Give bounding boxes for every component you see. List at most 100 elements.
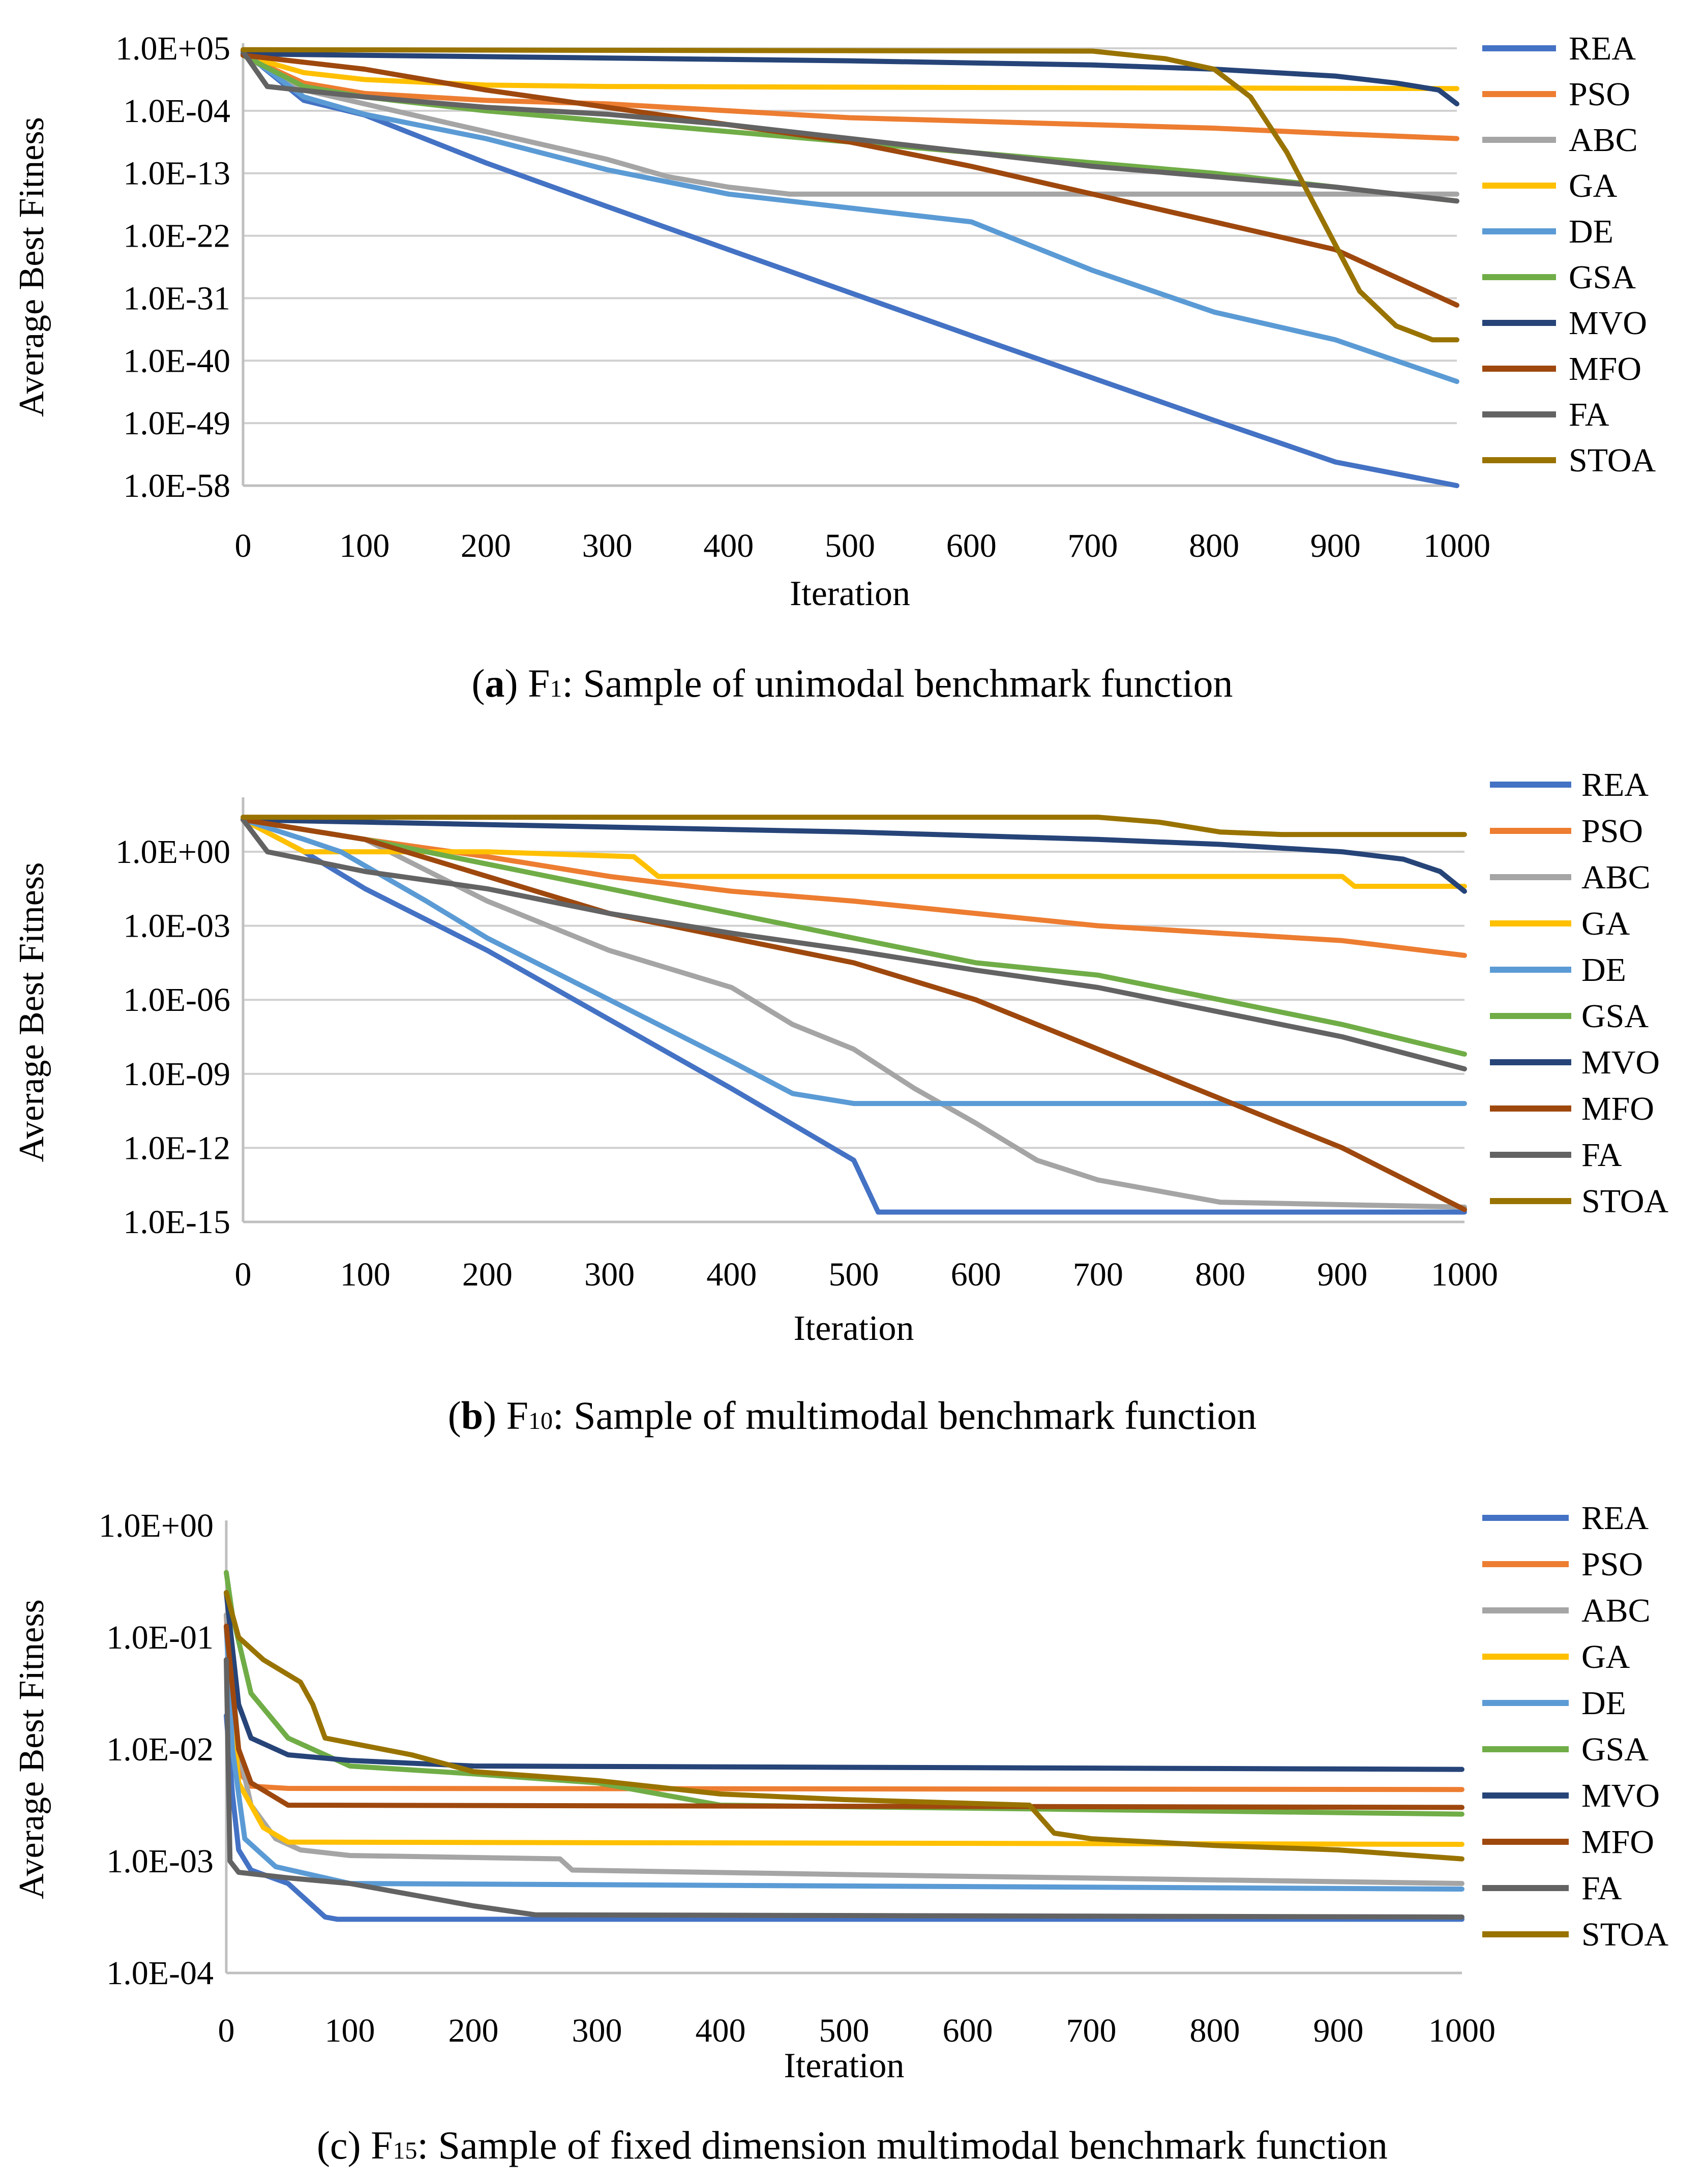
legend-label-mvo: MVO [1569, 305, 1647, 342]
x-tick-label: 1000 [1428, 2012, 1495, 2049]
series-line-de [224, 1624, 1464, 1892]
x-tick-label: 0 [218, 2012, 235, 2049]
legend-label-abc: ABC [1569, 122, 1638, 159]
y-tick-label: 1.0E-06 [123, 981, 230, 1019]
y-axis-title: Average Best Fitness [12, 117, 51, 417]
x-tick-label: 700 [1066, 2012, 1117, 2049]
x-tick-label: 200 [448, 2012, 499, 2049]
series-line-stoa [224, 1590, 1464, 1862]
series-line-mfo [241, 52, 1459, 308]
legend-b: REA PSO ABC GA DE GSA MVO MFO FA STOA [1490, 766, 1668, 1220]
legend-c: REA PSO ABC GA DE GSA MVO MFO FA STOA [1482, 1500, 1668, 1953]
y-tick-label: 1.0E+00 [115, 833, 230, 871]
x-tick-label: 600 [943, 2012, 993, 2049]
x-tick-label: 400 [703, 527, 754, 564]
x-tick-label: 700 [1073, 1256, 1123, 1293]
legend-label-rea: REA [1569, 30, 1636, 67]
legend-label-mvo: MVO [1581, 1044, 1660, 1081]
series-line-mfo [241, 817, 1467, 1212]
legend-label-rea: REA [1581, 766, 1649, 803]
x-tick-label: 800 [1195, 1256, 1245, 1293]
series-line-mvo [241, 51, 1459, 107]
legend-label-gsa: GSA [1569, 259, 1636, 296]
y-tick-label: 1.0E+05 [115, 30, 230, 67]
y-tick-label: 1.0E-49 [123, 405, 230, 442]
y-tick-label: 1.0E-22 [123, 218, 230, 255]
series-line-ga [241, 52, 1459, 92]
x-tick-label: 1000 [1423, 527, 1490, 564]
legend-label-stoa: STOA [1569, 442, 1656, 479]
x-axis-title: Iteration [793, 1309, 914, 1348]
x-tick-label: 500 [819, 2012, 870, 2049]
legend-label-fa: FA [1569, 396, 1609, 433]
chart-panel-c: 1.0E+00 1.0E-01 1.0E-02 1.0E-03 1.0E-040 100 2… [12, 1500, 1668, 2167]
x-tick-label: 800 [1190, 2012, 1240, 2049]
x-tick-label: 600 [951, 1256, 1001, 1293]
x-tick-label: 300 [572, 2012, 622, 2049]
x-tick-label: 900 [1313, 2012, 1364, 2049]
series-line-abc [241, 817, 1467, 1210]
x-tick-label: 0 [235, 1256, 252, 1293]
series-line-gsa [241, 817, 1467, 1057]
legend-label-stoa: STOA [1581, 1183, 1668, 1220]
legend-label-de: DE [1581, 1685, 1626, 1722]
y-axis-title: Average Best Fitness [12, 862, 51, 1162]
caption-c: (c) F15: Sample of fixed dimension multi… [317, 2123, 1388, 2167]
legend-label-mvo: MVO [1581, 1777, 1660, 1814]
y-tick-label: 1.0E-04 [123, 93, 230, 130]
series-line-abc [241, 52, 1459, 197]
legend-a: REA PSO ABC GA DE GSA MVO MFO FA STOA [1482, 30, 1656, 479]
legend-label-de: DE [1581, 951, 1626, 989]
x-tick-label: 800 [1189, 527, 1239, 564]
y-tick-label: 1.0E-40 [123, 342, 230, 379]
series-line-fa [241, 49, 1459, 204]
legend-label-gsa: GSA [1581, 1731, 1649, 1768]
series-line-pso [241, 52, 1459, 141]
x-tick-label: 300 [584, 1256, 635, 1293]
series-line-de [241, 49, 1459, 384]
x-tick-label: 100 [339, 527, 390, 564]
y-tick-label: 1.0E+00 [99, 1507, 214, 1544]
x-tick-label: 1000 [1431, 1256, 1498, 1293]
legend-label-mfo: MFO [1581, 1823, 1654, 1861]
legend-label-stoa: STOA [1581, 1916, 1668, 1953]
caption-a: (a) F1: Sample of unimodal benchmark fun… [471, 661, 1233, 705]
y-tick-label: 1.0E-02 [106, 1731, 214, 1768]
series-line-mfo [224, 1624, 1464, 1810]
chart-panel-a: 1.0E+05 1.0E-04 1.0E-13 1.0E-22 1.0E-31 1.0E-… [12, 30, 1656, 705]
caption-b: (b) F10: Sample of multimodal benchmark … [448, 1393, 1257, 1438]
series-line-de [241, 817, 1467, 1106]
legend-label-mfo: MFO [1569, 350, 1641, 387]
legend-label-fa: FA [1581, 1870, 1622, 1907]
x-tick-label: 300 [582, 527, 633, 564]
series-line-fa [224, 1657, 1464, 1920]
y-tick-label: 1.0E-04 [106, 1955, 214, 1992]
chart-panel-b: 1.0E+00 1.0E-03 1.0E-06 1.0E-09 1.0E-12 1.0E-… [12, 766, 1668, 1438]
series-line-stoa [241, 47, 1459, 343]
x-tick-label: 400 [706, 1256, 757, 1293]
legend-label-abc: ABC [1581, 859, 1651, 896]
legend-label-mfo: MFO [1581, 1090, 1654, 1127]
series-line-fa [241, 817, 1467, 1072]
series-line-gsa [224, 1570, 1464, 1817]
y-tick-label: 1.0E-03 [123, 908, 230, 945]
x-tick-label: 100 [325, 2012, 375, 2049]
legend-label-gsa: GSA [1581, 998, 1649, 1035]
x-tick-label: 700 [1067, 527, 1118, 564]
x-tick-label: 500 [825, 527, 875, 564]
legend-label-ga: GA [1569, 167, 1618, 204]
x-tick-label: 600 [946, 527, 997, 564]
y-tick-label: 1.0E-01 [106, 1619, 214, 1656]
x-tick-label: 0 [235, 527, 252, 564]
y-tick-label: 1.0E-03 [106, 1843, 214, 1880]
y-tick-label: 1.0E-58 [123, 467, 230, 504]
y-tick-label: 1.0E-12 [123, 1129, 230, 1166]
legend-label-abc: ABC [1581, 1592, 1651, 1629]
x-axis-title: Iteration [790, 574, 910, 613]
y-tick-label: 1.0E-15 [123, 1204, 230, 1241]
x-tick-label: 900 [1310, 527, 1361, 564]
legend-label-ga: GA [1581, 905, 1630, 942]
x-axis-title: Iteration [784, 2046, 904, 2085]
x-tick-label: 200 [462, 1256, 513, 1293]
